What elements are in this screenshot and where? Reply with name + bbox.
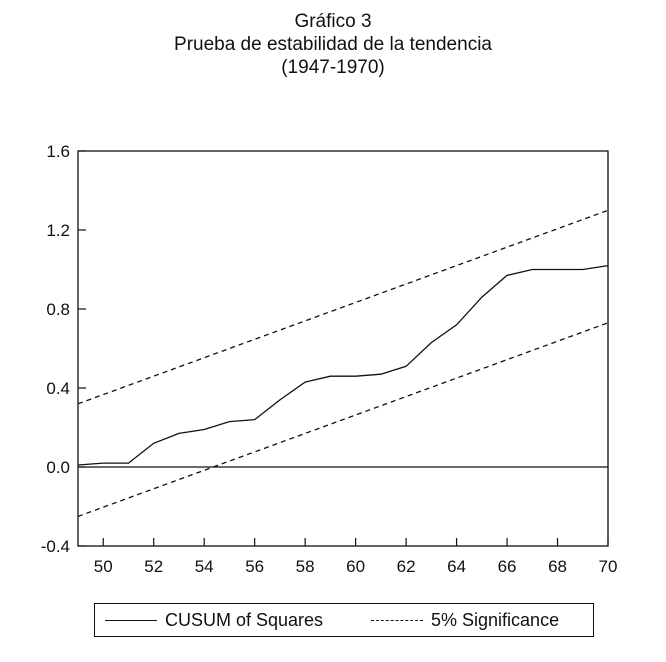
x-tick-label: 62 [397,557,416,576]
significance-upper-bound-line [77,209,609,405]
legend-swatch-dashed [371,619,423,621]
significance-lower-bound-line [77,322,609,518]
chart-title-block: Gráfico 3 Prueba de estabilidad de la te… [0,10,666,79]
series-lines [77,209,609,518]
legend-swatch-solid [105,619,157,621]
chart-subtitle: Prueba de estabilidad de la tendencia [174,34,492,55]
x-tick-label: 68 [548,557,567,576]
plot-frame [77,150,609,547]
x-tick-label: 54 [195,557,214,576]
x-tick-label: 52 [144,557,163,576]
legend-item-significance: 5% Significance [371,604,559,636]
y-tick-label: 0.4 [46,379,70,398]
x-tick-label: 58 [296,557,315,576]
y-tick-label: 1.6 [46,142,70,161]
x-axis: 50 52 54 56 58 60 62 64 66 68 70 [94,538,618,576]
x-tick-label: 64 [447,557,466,576]
y-tick-label: 1.2 [46,221,70,240]
y-tick-label: -0.4 [41,537,70,556]
x-tick-label: 56 [245,557,264,576]
x-tick-label: 66 [498,557,517,576]
y-tick-label: 0.8 [46,300,70,319]
y-tick-label: 0.0 [46,458,70,477]
x-tick-label: 50 [94,557,113,576]
cusum-of-squares-line [77,264,609,466]
legend-label-significance: 5% Significance [431,609,560,630]
legend: CUSUM of Squares 5% Significance [94,603,594,637]
x-tick-label: 70 [599,557,618,576]
chart-period: (1947-1970) [281,57,385,78]
y-axis: -0.4 0.0 0.4 0.8 1.2 1.6 [41,142,86,556]
x-tick-label: 60 [346,557,365,576]
legend-item-cusum: CUSUM of Squares [105,604,323,636]
legend-label-cusum: CUSUM of Squares [165,609,324,630]
chart-title: Gráfico 3 [294,11,372,32]
cusum-chart: -0.4 0.0 0.4 0.8 1.2 1.6 50 52 54 56 58 60 62 64 66 68… [41,142,618,576]
